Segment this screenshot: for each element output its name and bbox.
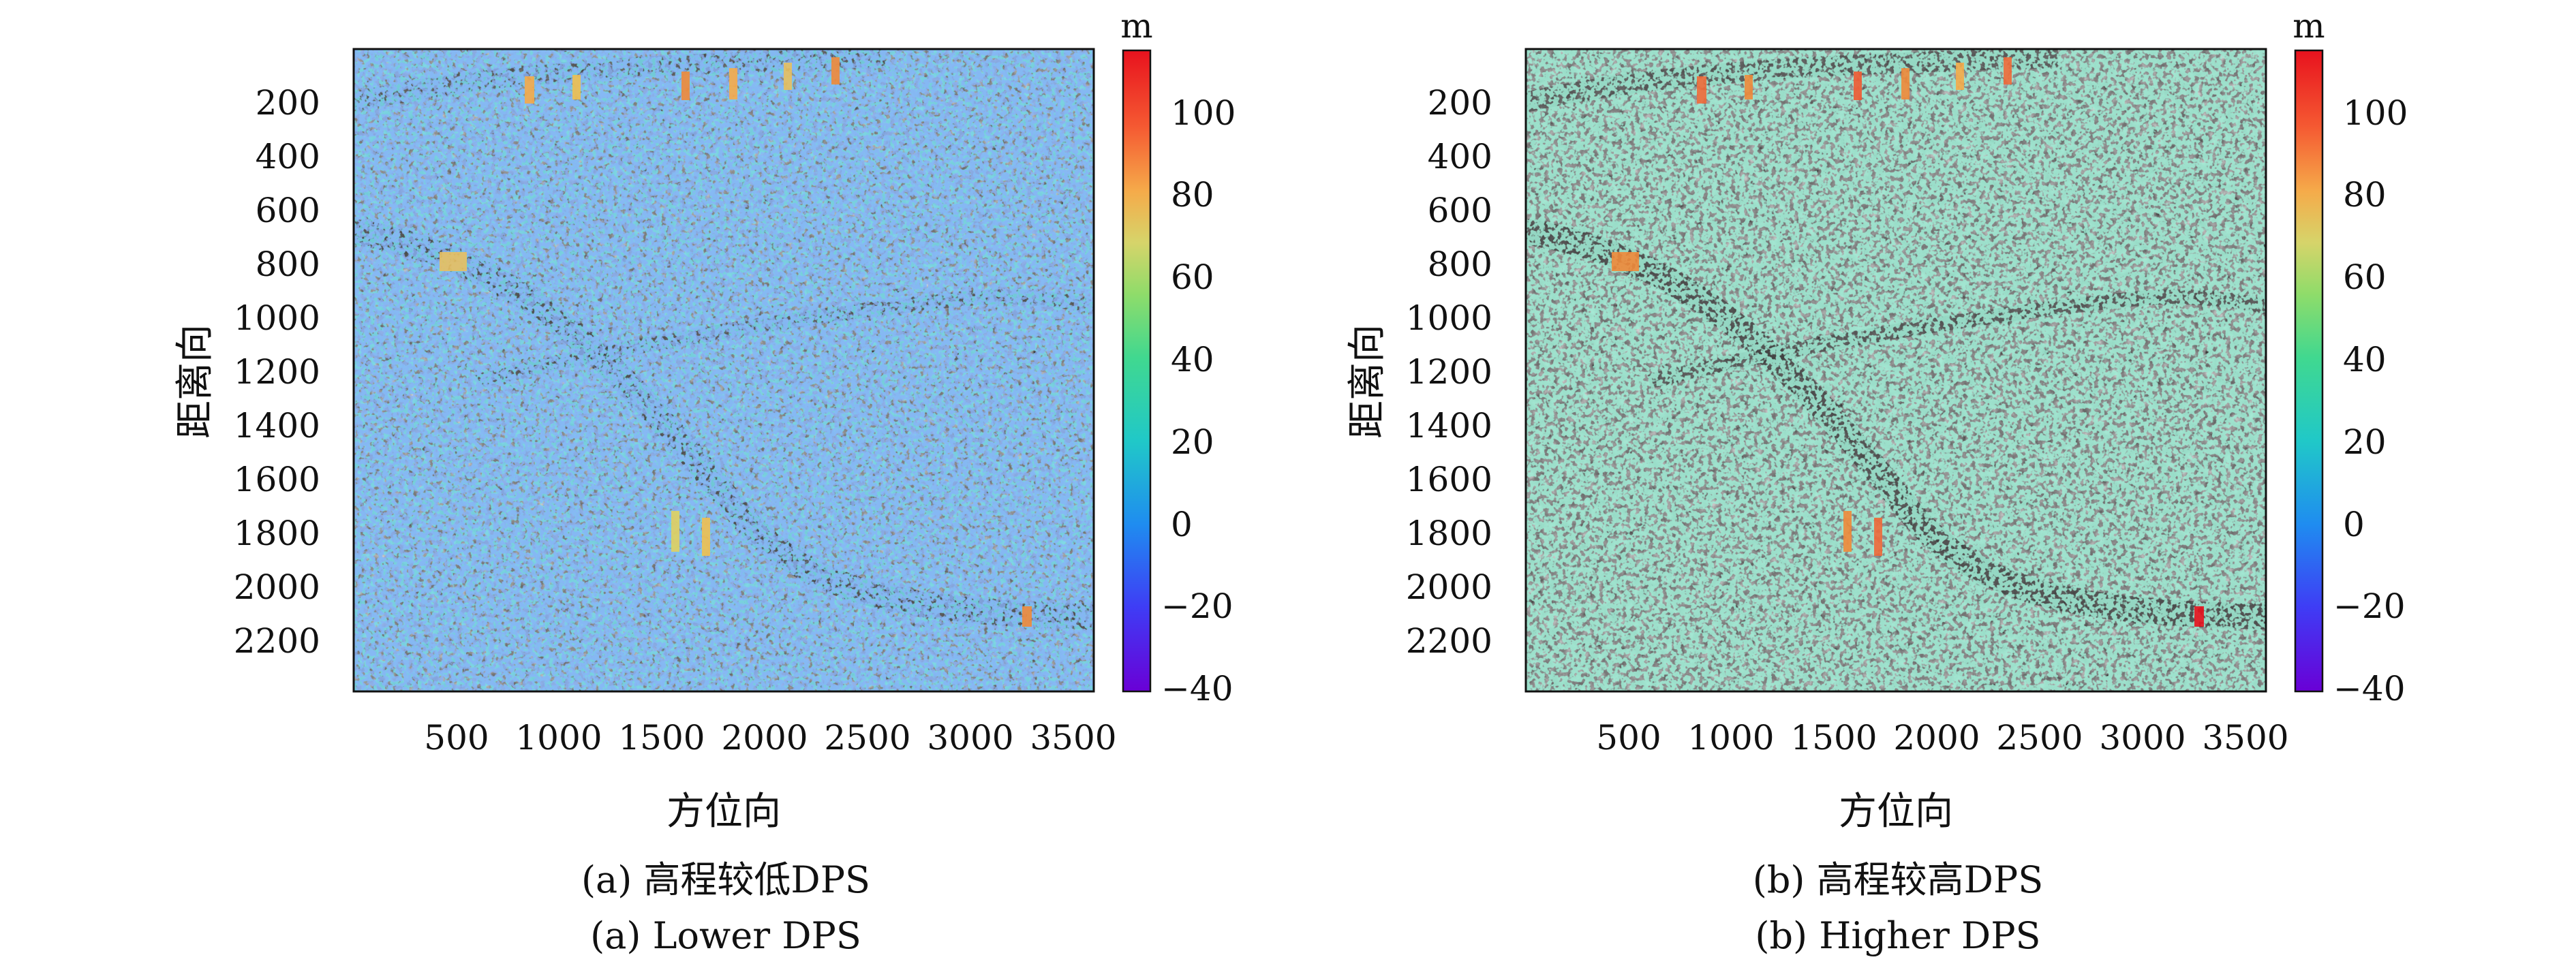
caption-zh-a: (a) 高程较低DPS bbox=[581, 858, 870, 901]
ytick-1000: 1000 bbox=[1406, 298, 1492, 338]
ytick-800: 800 bbox=[1428, 245, 1492, 284]
cbar-tick-neg40: −40 bbox=[1161, 669, 1233, 708]
cbar-tick-40: 40 bbox=[1171, 340, 1214, 379]
ytick-400: 400 bbox=[256, 137, 320, 176]
xtick-500: 500 bbox=[1596, 718, 1661, 758]
ytick-1600: 1600 bbox=[234, 460, 320, 499]
sar-image-b bbox=[1526, 49, 2266, 691]
colorbar-a: m 100 80 60 40 20 0 −20 −40 bbox=[1120, 6, 1236, 708]
xtick-1500: 1500 bbox=[618, 718, 705, 758]
figure-a-svg: 200 400 600 800 1000 1200 1400 1600 1800… bbox=[173, 6, 1236, 957]
x-axis-title-a: 方位向 bbox=[666, 790, 781, 834]
caption-zh-b: (b) 高程较高DPS bbox=[1753, 858, 2044, 901]
xtick-500: 500 bbox=[424, 718, 489, 758]
ytick-2200: 2200 bbox=[1406, 621, 1492, 661]
xtick-3000: 3000 bbox=[2099, 718, 2186, 758]
ytick-1400: 1400 bbox=[1406, 406, 1492, 446]
cbar-tick-100: 100 bbox=[1171, 93, 1236, 133]
xtick-3500: 3500 bbox=[2202, 718, 2288, 758]
cbar-tick-20: 20 bbox=[1171, 422, 1214, 462]
cbar-tick-neg20: −20 bbox=[1161, 587, 1233, 626]
x-axis-a: 500 1000 1500 2000 2500 3000 3500 bbox=[424, 718, 1116, 758]
xtick-3000: 3000 bbox=[927, 718, 1013, 758]
ytick-1800: 1800 bbox=[1406, 514, 1492, 553]
ytick-200: 200 bbox=[1428, 83, 1492, 123]
figure-b-svg: 200 400 600 800 1000 1200 1400 1600 1800… bbox=[1345, 6, 2408, 957]
caption-en-b: (b) Higher DPS bbox=[1755, 914, 2040, 957]
ytick-800: 800 bbox=[256, 245, 320, 284]
ytick-600: 600 bbox=[1428, 191, 1492, 230]
ytick-2000: 2000 bbox=[1406, 567, 1492, 607]
cbar-tick-60: 60 bbox=[1171, 257, 1214, 297]
cbar-tick-20: 20 bbox=[2343, 422, 2387, 462]
cbar-tick-80: 80 bbox=[2343, 175, 2387, 215]
y-axis-title-b: 距离向 bbox=[1345, 324, 1390, 439]
colorbar-unit-a: m bbox=[1120, 6, 1152, 46]
ytick-1000: 1000 bbox=[234, 298, 320, 338]
figure-b: 200 400 600 800 1000 1200 1400 1600 1800… bbox=[1172, 0, 2460, 965]
ytick-400: 400 bbox=[1428, 137, 1492, 176]
ytick-2000: 2000 bbox=[234, 567, 320, 607]
sar-image-a bbox=[354, 49, 1094, 691]
cbar-tick-neg20: −20 bbox=[2333, 587, 2406, 626]
cbar-tick-0: 0 bbox=[1171, 505, 1193, 544]
colorbar-unit-b: m bbox=[2293, 6, 2325, 46]
cbar-tick-100: 100 bbox=[2343, 93, 2408, 133]
cbar-tick-60: 60 bbox=[2343, 257, 2387, 297]
xtick-2000: 2000 bbox=[721, 718, 808, 758]
xtick-1000: 1000 bbox=[515, 718, 602, 758]
plot-frame-a bbox=[352, 48, 1095, 693]
caption-en-a: (a) Lower DPS bbox=[590, 914, 861, 957]
xtick-1000: 1000 bbox=[1687, 718, 1774, 758]
colorbar-gradient-a bbox=[1122, 49, 1152, 693]
ytick-1200: 1200 bbox=[1406, 352, 1492, 392]
y-axis-title-a: 距离向 bbox=[173, 324, 217, 439]
ytick-1600: 1600 bbox=[1406, 460, 1492, 499]
y-axis-a: 200 400 600 800 1000 1200 1400 1600 1800… bbox=[234, 83, 320, 661]
y-axis-b: 200 400 600 800 1000 1200 1400 1600 1800… bbox=[1406, 83, 1492, 661]
x-axis-b: 500 1000 1500 2000 2500 3000 3500 bbox=[1596, 718, 2288, 758]
ytick-2200: 2200 bbox=[234, 621, 320, 661]
ytick-1200: 1200 bbox=[234, 352, 320, 392]
ytick-600: 600 bbox=[256, 191, 320, 230]
ytick-1400: 1400 bbox=[234, 406, 320, 446]
xtick-2000: 2000 bbox=[1893, 718, 1980, 758]
figure-a: 200 400 600 800 1000 1200 1400 1600 1800… bbox=[0, 0, 1288, 965]
ytick-1800: 1800 bbox=[234, 514, 320, 553]
x-axis-title-b: 方位向 bbox=[1839, 790, 1953, 834]
xtick-3500: 3500 bbox=[1030, 718, 1116, 758]
cbar-tick-neg40: −40 bbox=[2333, 669, 2406, 708]
xtick-2500: 2500 bbox=[824, 718, 910, 758]
cbar-tick-40: 40 bbox=[2343, 340, 2387, 379]
ytick-200: 200 bbox=[256, 83, 320, 123]
xtick-1500: 1500 bbox=[1790, 718, 1877, 758]
plot-frame-b bbox=[1524, 48, 2267, 693]
cbar-tick-0: 0 bbox=[2343, 505, 2365, 544]
xtick-2500: 2500 bbox=[1996, 718, 2083, 758]
cbar-tick-80: 80 bbox=[1171, 175, 1214, 215]
colorbar-gradient-b bbox=[2294, 49, 2324, 693]
colorbar-b: m 100 80 60 40 20 0 −20 −40 bbox=[2293, 6, 2408, 708]
